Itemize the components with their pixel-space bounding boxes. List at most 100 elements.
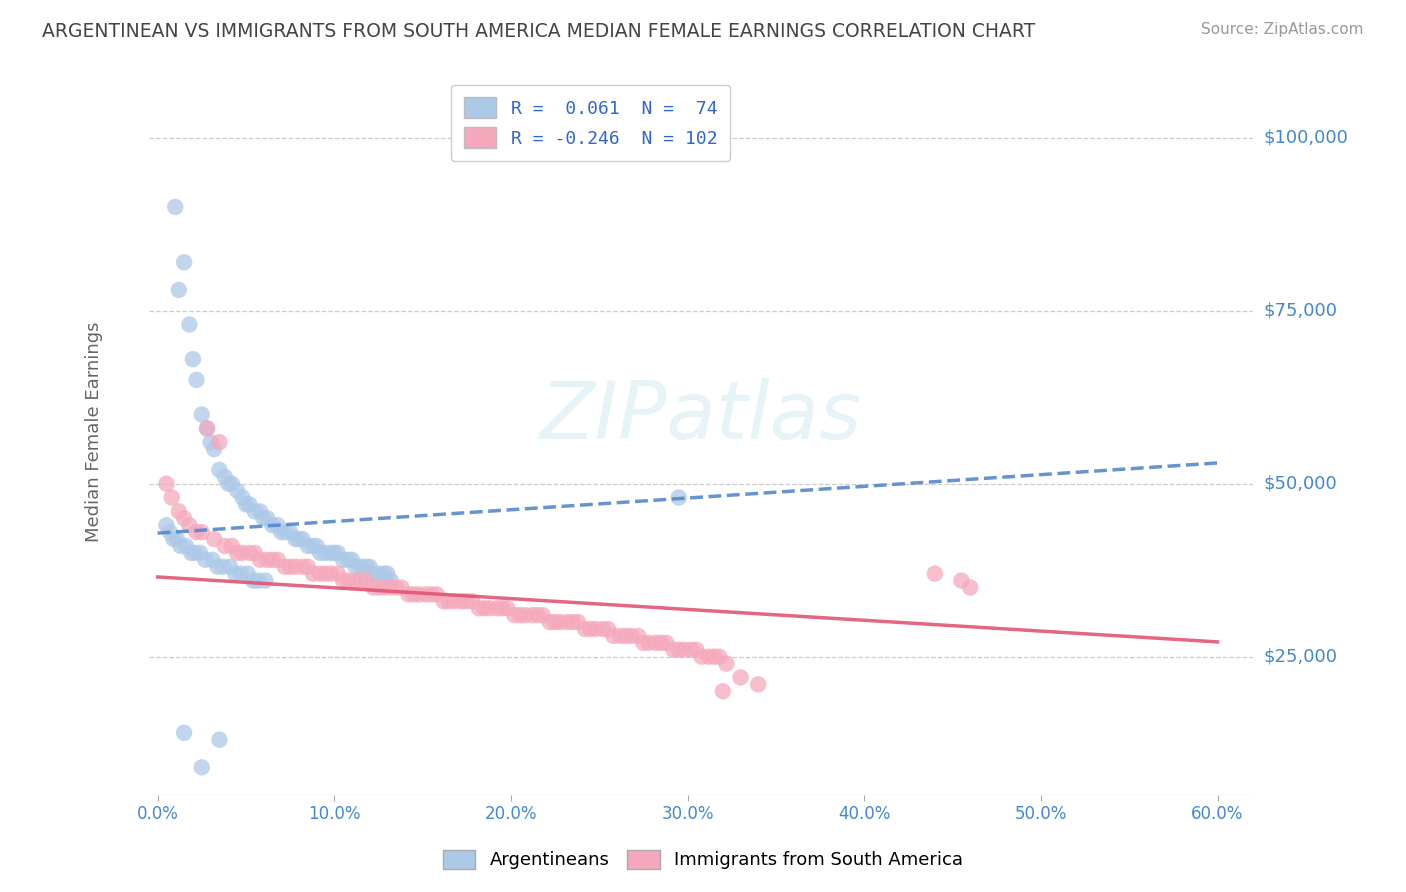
Point: [219, 559, 242, 574]
Point: [596, 622, 619, 636]
Point: [155, 476, 177, 491]
Point: [456, 594, 478, 608]
Point: [344, 574, 367, 588]
Point: [247, 574, 270, 588]
Point: [398, 587, 420, 601]
Point: [238, 498, 260, 512]
Point: [214, 539, 236, 553]
Point: [354, 559, 377, 574]
Point: [655, 636, 678, 650]
Point: [200, 435, 222, 450]
Text: Source: ZipAtlas.com: Source: ZipAtlas.com: [1201, 22, 1364, 37]
Point: [186, 525, 208, 540]
Point: [180, 546, 202, 560]
Point: [520, 608, 543, 623]
Point: [650, 636, 672, 650]
Point: [278, 525, 301, 540]
Point: [574, 622, 596, 636]
Point: [711, 684, 734, 698]
Point: [231, 546, 253, 560]
Point: [437, 594, 460, 608]
Point: [191, 408, 214, 422]
Point: [585, 622, 607, 636]
Point: [256, 511, 278, 525]
Point: [380, 581, 402, 595]
Point: [361, 566, 384, 581]
Point: [627, 629, 650, 643]
Point: [402, 587, 425, 601]
Point: [224, 566, 246, 581]
Point: [924, 566, 946, 581]
Point: [229, 566, 252, 581]
Point: [309, 566, 332, 581]
Point: [592, 622, 614, 636]
Point: [208, 435, 231, 450]
Point: [202, 532, 225, 546]
Point: [579, 622, 602, 636]
Point: [703, 649, 725, 664]
Point: [173, 255, 195, 269]
Legend: R =  0.061  N =  74, R = -0.246  N = 102: R = 0.061 N = 74, R = -0.246 N = 102: [451, 85, 730, 161]
Point: [217, 476, 239, 491]
Point: [496, 601, 519, 615]
Point: [730, 670, 752, 684]
Point: [188, 546, 211, 560]
Point: [538, 615, 561, 629]
Point: [319, 546, 342, 560]
Point: [408, 587, 430, 601]
Point: [531, 608, 554, 623]
Point: [242, 574, 264, 588]
Point: [662, 642, 685, 657]
Point: [354, 574, 377, 588]
Point: [314, 546, 336, 560]
Point: [207, 559, 229, 574]
Point: [267, 518, 290, 533]
Point: [620, 629, 643, 643]
Point: [208, 463, 231, 477]
Point: [337, 574, 360, 588]
Point: [389, 581, 412, 595]
Point: [474, 601, 496, 615]
Point: [274, 525, 297, 540]
Point: [297, 539, 319, 553]
Point: [326, 546, 349, 560]
Point: [212, 559, 235, 574]
Point: [274, 559, 297, 574]
Point: [226, 483, 249, 498]
Point: [561, 615, 583, 629]
Point: [332, 553, 354, 567]
Point: [373, 566, 395, 581]
Point: [226, 546, 249, 560]
Point: [243, 546, 266, 560]
Point: [291, 532, 314, 546]
Text: $25,000: $25,000: [1264, 648, 1339, 665]
Point: [173, 511, 195, 525]
Point: [214, 469, 236, 483]
Point: [195, 421, 218, 435]
Point: [181, 352, 204, 367]
Point: [443, 594, 465, 608]
Point: [194, 553, 217, 567]
Text: ARGENTINEAN VS IMMIGRANTS FROM SOUTH AMERICA MEDIAN FEMALE EARNINGS CORRELATION : ARGENTINEAN VS IMMIGRANTS FROM SOUTH AME…: [42, 22, 1035, 41]
Point: [681, 642, 703, 657]
Point: [332, 574, 354, 588]
Point: [167, 504, 190, 518]
Point: [685, 642, 707, 657]
Point: [186, 373, 208, 387]
Point: [359, 559, 381, 574]
Text: Median Female Earnings: Median Female Earnings: [84, 321, 103, 542]
Text: $50,000: $50,000: [1264, 475, 1337, 492]
Point: [567, 615, 589, 629]
Point: [959, 581, 981, 595]
Point: [174, 539, 197, 553]
Point: [950, 574, 973, 588]
Point: [284, 532, 307, 546]
Point: [544, 615, 567, 629]
Point: [690, 649, 713, 664]
Point: [350, 559, 373, 574]
Point: [367, 581, 389, 595]
Point: [179, 318, 201, 332]
Point: [557, 615, 579, 629]
Point: [309, 546, 332, 560]
Point: [314, 566, 336, 581]
